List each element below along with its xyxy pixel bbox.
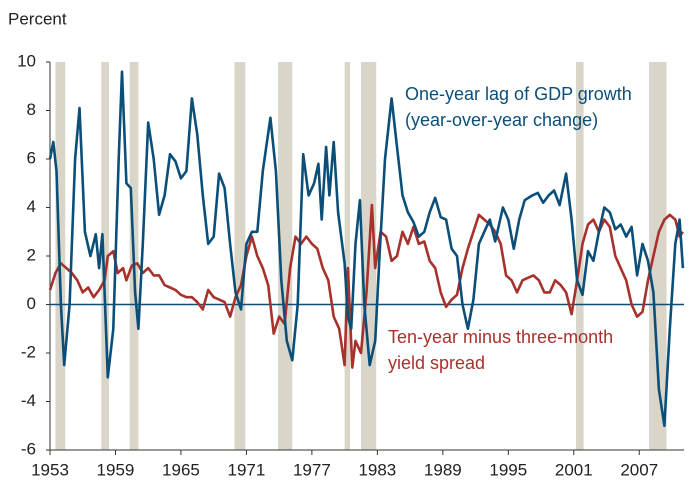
y-tick-label: 0 bbox=[27, 294, 36, 313]
x-tick-label: 1995 bbox=[489, 460, 527, 479]
y-axis-label: Percent bbox=[8, 9, 67, 28]
series-line bbox=[48, 70, 685, 428]
x-tick-label: 1983 bbox=[358, 460, 396, 479]
y-tick-label: -4 bbox=[21, 391, 36, 410]
x-tick-label: 1953 bbox=[31, 460, 69, 479]
y-tick-label: 6 bbox=[27, 148, 36, 167]
y-tick-label: -2 bbox=[21, 342, 36, 361]
recession-band bbox=[344, 62, 351, 450]
annotation: Ten-year minus three-month bbox=[388, 327, 613, 347]
x-tick-label: 1971 bbox=[228, 460, 266, 479]
y-tick-label: 10 bbox=[17, 51, 36, 70]
x-tick-label: 2007 bbox=[620, 460, 658, 479]
y-tick-label: 8 bbox=[27, 100, 36, 119]
y-tick-label: 4 bbox=[27, 197, 36, 216]
annotation: (year-over-year change) bbox=[405, 110, 598, 130]
x-tick-label: 1959 bbox=[97, 460, 135, 479]
y-tick-label: -6 bbox=[21, 439, 36, 458]
x-tick-label: 1989 bbox=[424, 460, 462, 479]
recession-band bbox=[278, 62, 293, 450]
recession-band bbox=[649, 62, 667, 450]
annotation: yield spread bbox=[388, 353, 485, 373]
y-tick-label: 2 bbox=[27, 245, 36, 264]
x-tick-label: 2001 bbox=[555, 460, 593, 479]
x-tick-label: 1965 bbox=[162, 460, 200, 479]
recession-band bbox=[101, 62, 109, 450]
annotation: One-year lag of GDP growth bbox=[405, 84, 632, 104]
series-line bbox=[48, 203, 684, 369]
x-tick-label: 1977 bbox=[293, 460, 331, 479]
recession-band bbox=[234, 62, 246, 450]
